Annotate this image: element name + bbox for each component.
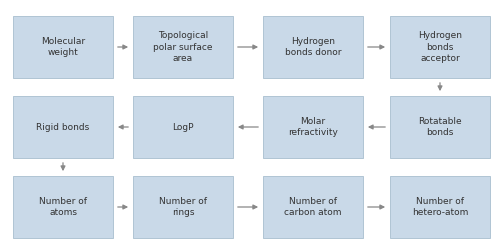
FancyBboxPatch shape <box>390 96 490 158</box>
Text: Rotatable
bonds: Rotatable bonds <box>418 117 462 137</box>
Text: Number of
atoms: Number of atoms <box>39 197 87 217</box>
FancyBboxPatch shape <box>13 176 113 238</box>
Text: Hydrogen
bonds donor: Hydrogen bonds donor <box>285 37 341 57</box>
FancyBboxPatch shape <box>13 16 113 78</box>
FancyBboxPatch shape <box>390 176 490 238</box>
Text: Number of
rings: Number of rings <box>159 197 207 217</box>
FancyBboxPatch shape <box>13 96 113 158</box>
Text: Number of
hetero-atom: Number of hetero-atom <box>412 197 468 217</box>
FancyBboxPatch shape <box>133 96 233 158</box>
Text: Rigid bonds: Rigid bonds <box>36 123 90 131</box>
Text: Molar
refractivity: Molar refractivity <box>288 117 338 137</box>
FancyBboxPatch shape <box>390 16 490 78</box>
FancyBboxPatch shape <box>263 16 363 78</box>
Text: Hydrogen
bonds
acceptor: Hydrogen bonds acceptor <box>418 31 462 63</box>
Text: Molecular
weight: Molecular weight <box>41 37 85 57</box>
FancyBboxPatch shape <box>133 16 233 78</box>
FancyBboxPatch shape <box>133 176 233 238</box>
FancyBboxPatch shape <box>263 96 363 158</box>
Text: Number of
carbon atom: Number of carbon atom <box>284 197 342 217</box>
FancyBboxPatch shape <box>263 176 363 238</box>
Text: LogP: LogP <box>172 123 194 131</box>
Text: Topological
polar surface
area: Topological polar surface area <box>153 31 213 63</box>
